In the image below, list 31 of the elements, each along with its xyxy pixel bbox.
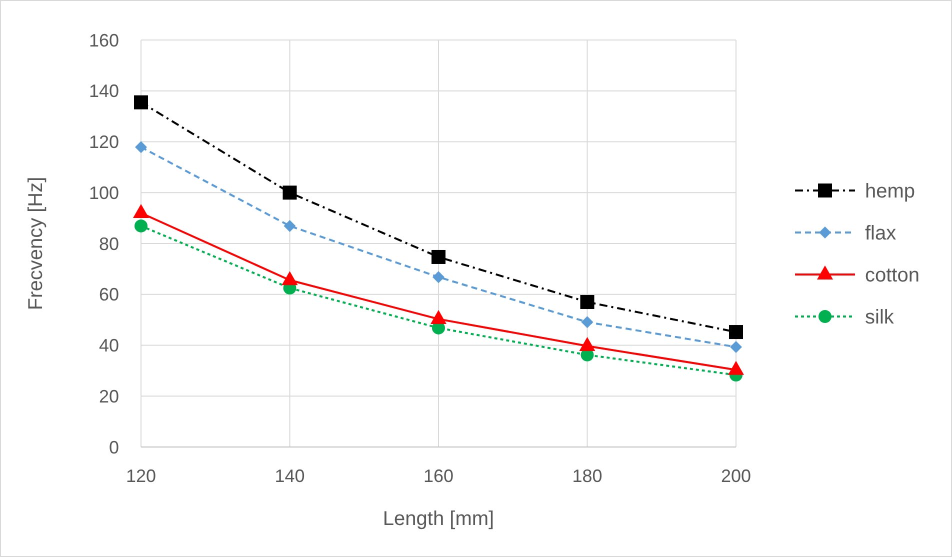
x-tick-label: 180 [572,466,602,486]
legend-label: hemp [865,180,916,202]
point [135,141,147,154]
point [581,316,594,328]
y-tick-label: 160 [88,30,119,50]
y-tick-label: 0 [108,437,119,458]
y-tick-label: 100 [88,182,119,203]
x-tick-label: 120 [126,466,156,486]
legend-label: silk [865,306,895,328]
point [432,250,446,264]
y-tick-label: 140 [88,81,119,102]
y-tick-label: 60 [98,284,119,305]
point [284,220,296,232]
y-tick-label: 80 [98,234,119,254]
point [729,325,743,340]
x-tick-label: 200 [720,466,752,486]
y-tick-label: 40 [98,336,119,356]
point [134,95,148,110]
legend-label: cotton [865,264,920,286]
x-tick-label: 140 [274,466,305,486]
point [432,271,444,284]
legend-label: flax [865,222,896,244]
point [580,295,594,310]
point [730,341,742,354]
y-tick-label: 20 [98,386,119,406]
y-axis-title: Frecvency [Hz] [25,176,47,310]
point [134,219,148,232]
x-tick-label: 160 [423,466,454,486]
y-tick-label: 120 [88,132,119,152]
point [282,186,297,200]
x-axis-title: Length [mm] [382,508,494,530]
